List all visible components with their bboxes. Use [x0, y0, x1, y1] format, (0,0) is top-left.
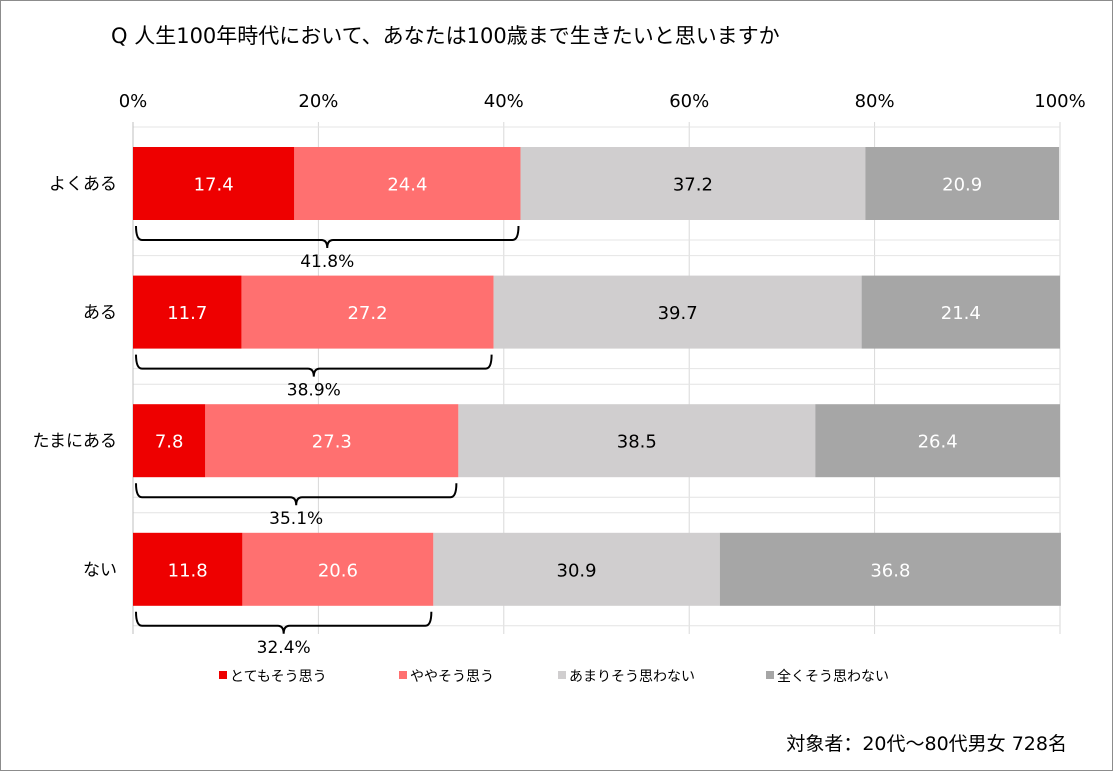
bar-segment — [520, 147, 866, 220]
bar-value-label: 21.4 — [941, 303, 981, 324]
category-label: ある — [83, 303, 117, 323]
legend-swatch — [219, 671, 227, 679]
legend-label: ややそう思う — [410, 669, 494, 685]
bar-value-label: 36.8 — [870, 560, 910, 581]
bracket-brace — [135, 354, 493, 377]
legend-swatch — [399, 671, 407, 679]
bar-segment — [865, 147, 1060, 220]
legend-swatch — [558, 671, 566, 679]
legend-swatch — [766, 671, 774, 679]
bracket-total-label: 41.8% — [300, 252, 354, 272]
bar-segment — [719, 532, 1061, 606]
x-tick-label: 40% — [484, 91, 524, 112]
bar-segment — [242, 532, 434, 606]
x-tick-label: 0% — [119, 91, 148, 112]
x-tick-label: 80% — [855, 91, 895, 112]
bar-value-label: 26.4 — [918, 432, 958, 453]
bar-segment — [241, 275, 494, 349]
bar-value-label: 20.6 — [318, 560, 358, 581]
bracket-brace — [135, 611, 433, 634]
bar-segment — [861, 275, 1060, 349]
legend-label: あまりそう思わない — [569, 669, 695, 685]
bar-value-label: 11.7 — [167, 303, 207, 324]
chart-title: Q 人生100年時代において、あなたは100歳まで生きたいと思いますか — [111, 24, 780, 48]
bar-value-label: 38.5 — [617, 432, 657, 453]
category-label: ない — [83, 560, 117, 580]
bar-value-label: 37.2 — [673, 175, 713, 196]
bars: よくある 17.4 24.4 37.2 20.9 41.8% ある 11.7 27.2 39.7 2… — [33, 147, 1061, 658]
legend-label: 全くそう思わない — [777, 668, 889, 685]
footnote: 対象者：20代～80代男女 728名 — [786, 733, 1067, 755]
bar-segment — [205, 404, 459, 478]
bar-value-label: 30.9 — [557, 560, 597, 581]
bracket-total-label: 32.4% — [257, 638, 311, 658]
bracket-brace — [135, 483, 458, 506]
legend: とてもそう思う ややそう思う あまりそう思わない 全くそう思わない — [219, 668, 889, 685]
bar-segment — [493, 275, 862, 349]
bar-value-label: 27.3 — [312, 432, 352, 453]
x-tick-label: 20% — [298, 91, 338, 112]
x-tick-label: 100% — [1034, 91, 1085, 112]
bar-value-label: 24.4 — [387, 175, 427, 196]
legend-label: とてもそう思う — [230, 669, 327, 685]
bar-value-label: 7.8 — [155, 432, 184, 453]
bar-segment — [294, 147, 521, 220]
bar-value-label: 20.9 — [942, 175, 982, 196]
x-tick-label: 60% — [669, 91, 709, 112]
bar-segment — [133, 404, 206, 478]
bar-value-label: 39.7 — [658, 303, 698, 324]
category-label: よくある — [49, 175, 117, 195]
bar-segment — [458, 404, 816, 478]
bracket-brace — [135, 225, 520, 249]
x-axis-ticks: 0% 20% 40% 60% 80% 100% — [119, 91, 1086, 112]
bracket-total-label: 38.9% — [287, 381, 341, 401]
bracket-total-label: 35.1% — [269, 509, 323, 529]
bar-value-label: 17.4 — [194, 175, 234, 196]
category-label: たまにある — [33, 432, 118, 452]
bar-segment — [815, 404, 1060, 478]
bar-value-label: 11.8 — [168, 560, 208, 581]
bar-segment — [433, 532, 720, 606]
bar-segment — [133, 147, 295, 220]
bar-value-label: 27.2 — [347, 303, 387, 324]
bar-segment — [133, 532, 243, 606]
bar-segment — [133, 275, 242, 349]
